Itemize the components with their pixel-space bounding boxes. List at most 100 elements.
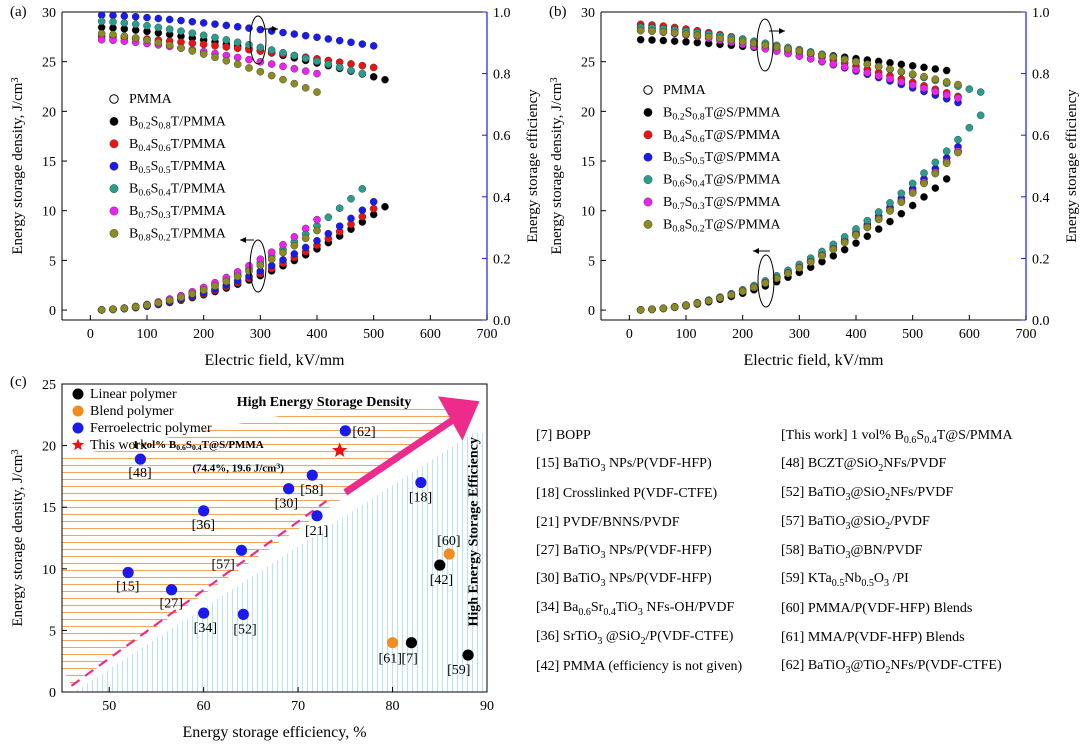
ref-text-part: TiO bbox=[615, 600, 638, 616]
legend-label: Ferroelectric polymer bbox=[90, 421, 212, 436]
density-point bbox=[931, 184, 940, 192]
efficiency-point bbox=[165, 15, 174, 24]
efficiency-point bbox=[199, 19, 208, 27]
y-tick-label-left: 25 bbox=[581, 56, 595, 71]
ref-text-part: [18] Crosslinked P(VDF-CTFE) bbox=[536, 485, 718, 501]
ref-text-part: NPs/P(VDF-HFP) bbox=[605, 456, 712, 472]
ref-text-part: 2 bbox=[885, 520, 891, 532]
density-point bbox=[256, 261, 265, 270]
legend-marker bbox=[71, 438, 85, 451]
panel-b: 0 100 200 300 400 500 600 700 0 5 10 15 20 25 30 0.0 0.2… bbox=[549, 4, 1080, 369]
reference-entry: [15] BaTiO3 NPs/P(VDF-HFP) bbox=[536, 456, 781, 474]
efficiency-point bbox=[335, 36, 344, 45]
legend-label: B0.2S0.8T/PMMA bbox=[129, 114, 227, 131]
ref-text-part: [62] BaTiO bbox=[781, 657, 846, 673]
density-point bbox=[863, 232, 872, 241]
density-point bbox=[942, 159, 951, 168]
density-point bbox=[727, 291, 736, 299]
density-point bbox=[738, 287, 747, 296]
data-point bbox=[122, 566, 134, 579]
efficiency-point bbox=[222, 36, 231, 44]
efficiency-point bbox=[290, 51, 299, 60]
reference-entry: [60] PMMA/P(VDF-HFP) Blends bbox=[781, 601, 972, 617]
density-point bbox=[784, 269, 792, 278]
y-tick-label: 5 bbox=[49, 624, 56, 639]
efficiency-point bbox=[154, 14, 163, 23]
reference-row: [30] BaTiO3 NPs/P(VDF-HFP) [59] KTa0.5Nb0… bbox=[536, 566, 1076, 595]
efficiency-point bbox=[301, 31, 310, 40]
efficiency-point bbox=[256, 25, 265, 34]
efficiency-point bbox=[290, 64, 299, 73]
ref-text-part: Sr bbox=[590, 600, 604, 616]
reference-entry: [21] PVDF/BNNS/PVDF bbox=[536, 515, 781, 531]
efficiency-point bbox=[177, 16, 185, 25]
efficiency-point bbox=[188, 39, 197, 48]
ref-text-part: [57] BaTiO bbox=[781, 513, 846, 529]
efficiency-point bbox=[143, 21, 151, 30]
efficiency-point bbox=[852, 66, 860, 74]
x-tick-label: 300 bbox=[789, 327, 810, 342]
reference-entry: [57] BaTiO3@SiO2/PVDF bbox=[781, 514, 930, 532]
density-point bbox=[659, 304, 668, 313]
point-label: [57] bbox=[211, 557, 234, 572]
efficiency-point bbox=[829, 60, 838, 68]
density-point bbox=[188, 290, 197, 298]
panel-c: 50 60 70 80 90 0 5 10 15 20 25 (c) Energy storage ef… bbox=[10, 374, 494, 741]
efficiency-point bbox=[954, 94, 962, 103]
legend-label: PMMA bbox=[663, 83, 707, 98]
density-point bbox=[840, 245, 849, 254]
reference-row: [27] BaTiO3 NPs/P(VDF-HFP) [58] BaTiO3@BN… bbox=[536, 537, 1076, 566]
reference-entry: [52] BaTiO3@SiO2NFs/PVDF bbox=[781, 485, 953, 503]
density-point bbox=[636, 306, 645, 314]
x-tick-label: 600 bbox=[420, 327, 441, 342]
trend-arrow-head bbox=[437, 396, 480, 441]
efficiency-point bbox=[290, 30, 299, 38]
data-point bbox=[237, 608, 249, 620]
density-point bbox=[897, 198, 906, 207]
panel-label: (c) bbox=[10, 374, 27, 390]
efficiency-point bbox=[347, 66, 355, 75]
legend-marker bbox=[109, 94, 119, 104]
y-tick-label-left: 10 bbox=[42, 205, 56, 220]
efficiency-point bbox=[886, 65, 894, 73]
reference-entry: [30] BaTiO3 NPs/P(VDF-HFP) bbox=[536, 571, 781, 589]
legend-label: B0.8S0.2T@S/PMMA bbox=[663, 217, 781, 234]
ref-text-part: [61] MMA/P(VDF-HFP) Blends bbox=[781, 629, 965, 645]
density-point bbox=[358, 185, 367, 193]
efficiency-point bbox=[347, 38, 355, 47]
efficiency-point bbox=[806, 49, 815, 57]
efficiency-point bbox=[659, 28, 668, 36]
reference-row: [7] BOPP [This work] 1 vol% B0.6S0.4T@S/P… bbox=[536, 422, 1076, 451]
efficiency-point bbox=[222, 21, 231, 30]
panel-label: (a) bbox=[10, 4, 27, 20]
y-tick-label-left: 20 bbox=[42, 105, 56, 120]
density-point bbox=[301, 243, 310, 252]
legend-label: B0.6S0.4T@S/PMMA bbox=[663, 173, 781, 190]
point-label: [7] bbox=[401, 652, 417, 667]
efficiency-point bbox=[165, 25, 174, 34]
y-tick-label-right: 0.0 bbox=[493, 314, 511, 329]
y-tick-label-left: 30 bbox=[581, 6, 595, 21]
density-point bbox=[290, 250, 299, 258]
efficiency-point bbox=[931, 87, 940, 96]
legend-marker bbox=[109, 228, 119, 238]
density-point bbox=[279, 248, 287, 257]
annotation-ellipse bbox=[249, 15, 267, 65]
ref-text-part: NFs/PVDF bbox=[890, 485, 954, 501]
data-point bbox=[235, 544, 248, 556]
efficiency-point bbox=[648, 36, 656, 44]
this-work-marker bbox=[332, 442, 348, 457]
density-point bbox=[863, 223, 872, 232]
y-tick-label: 15 bbox=[42, 501, 56, 516]
legend-label: B0.6S0.4T/PMMA bbox=[129, 182, 227, 199]
density-point bbox=[704, 297, 713, 305]
data-point bbox=[405, 637, 418, 649]
efficiency-point bbox=[211, 20, 219, 28]
legend-label: B0.7S0.3T/PMMA bbox=[129, 204, 227, 221]
efficiency-point bbox=[188, 17, 197, 26]
efficiency-point bbox=[233, 53, 242, 62]
reference-entry: [58] BaTiO3@BN/PVDF bbox=[781, 543, 922, 561]
density-point bbox=[908, 179, 917, 188]
reference-row: [15] BaTiO3 NPs/P(VDF-HFP) [48] BCZT@SiO2… bbox=[536, 451, 1076, 480]
legend-label: Blend polymer bbox=[90, 404, 174, 419]
